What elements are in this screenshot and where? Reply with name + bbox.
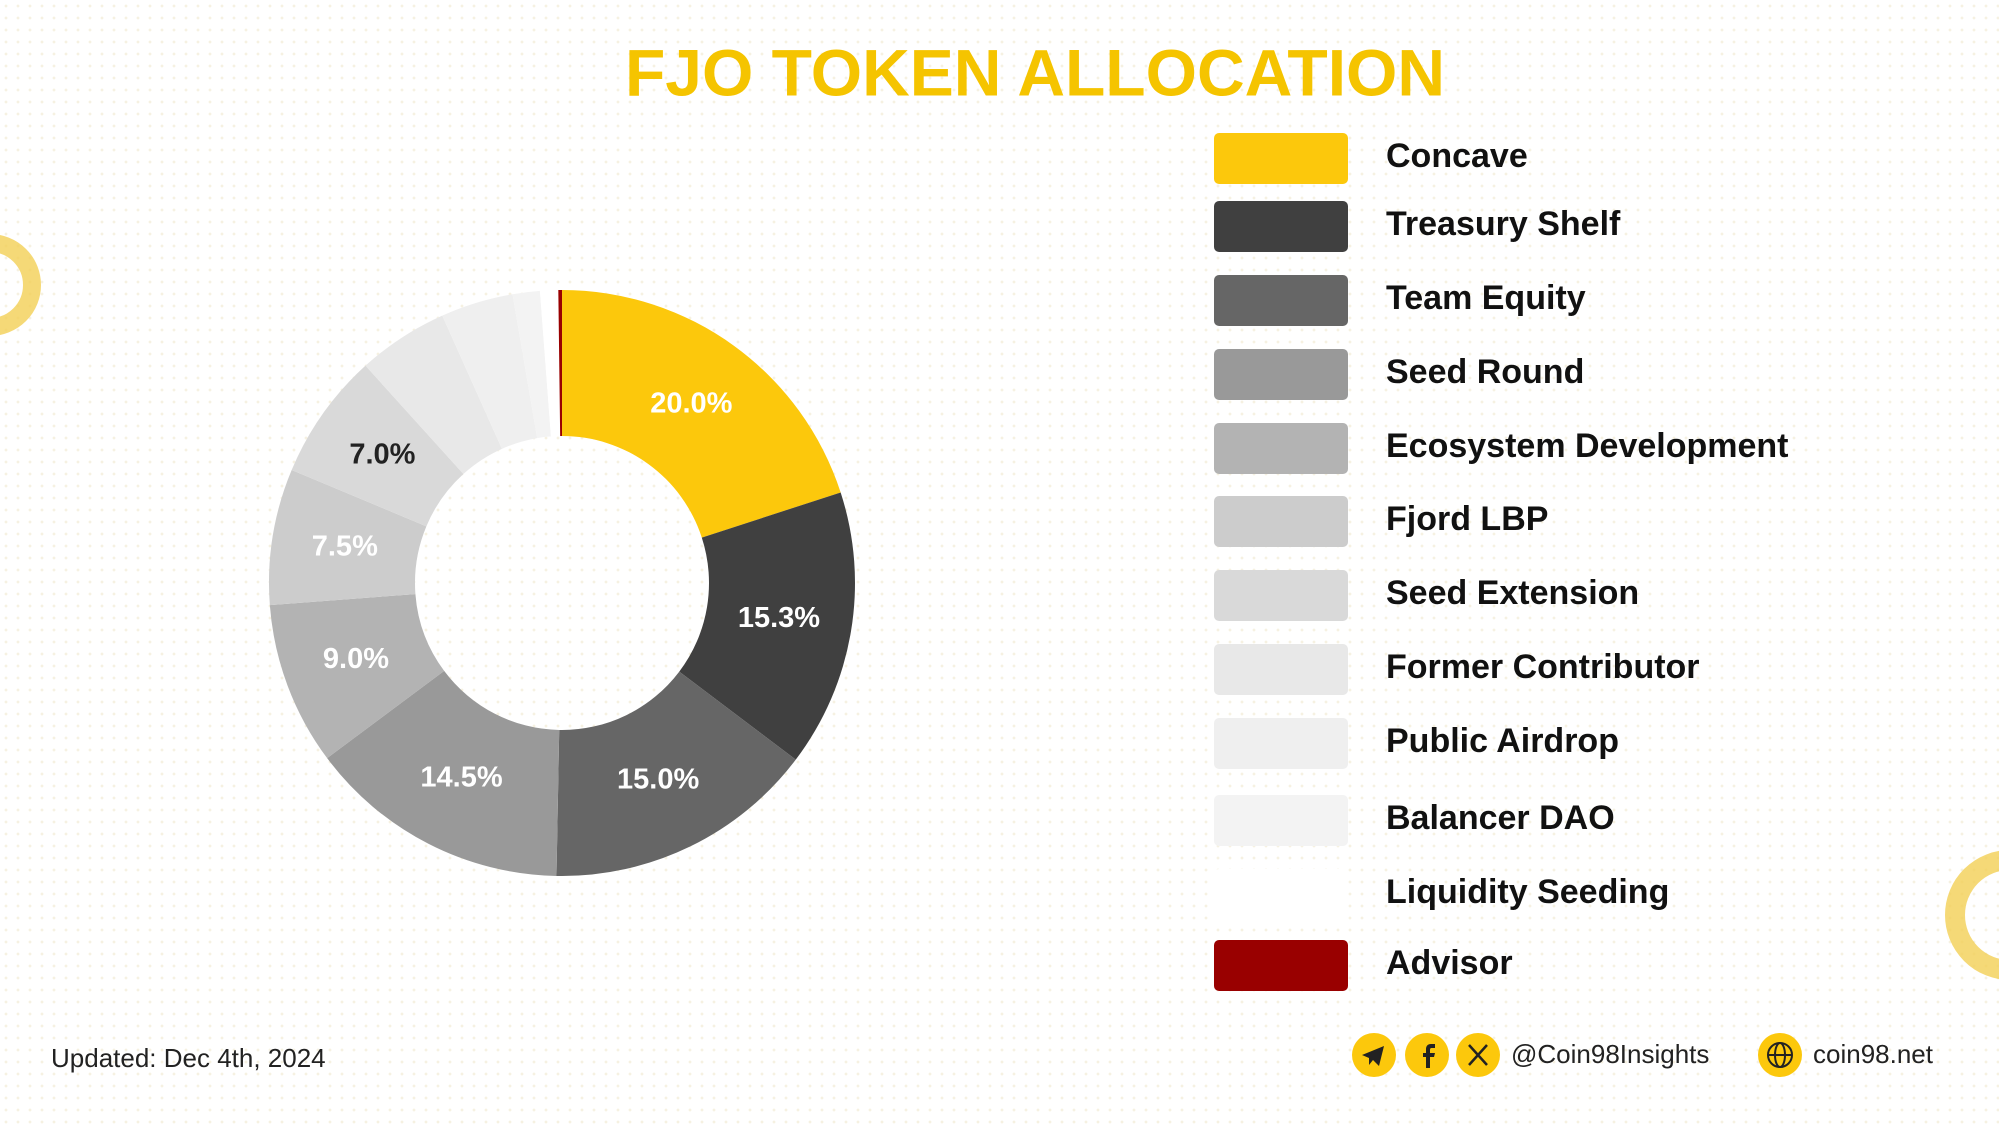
telegram-glyph — [1362, 1046, 1384, 1066]
legend-label: Balancer DAO — [1386, 799, 1615, 837]
legend-swatch — [1214, 349, 1348, 400]
legend-swatch — [1214, 570, 1348, 621]
social-icons — [1352, 1033, 1802, 1077]
legend-swatch — [1214, 940, 1348, 991]
slice-label: 20.0% — [650, 388, 732, 420]
legend-swatch — [1214, 496, 1348, 547]
donut-slice — [269, 594, 445, 759]
legend-label: Fjord LBP — [1386, 500, 1548, 538]
legend-label: Ecosystem Development — [1386, 427, 1789, 465]
slice-label: 9.0% — [323, 643, 389, 675]
legend-label: Concave — [1386, 137, 1528, 175]
legend-label: Advisor — [1386, 944, 1513, 982]
legend-label: Seed Round — [1386, 353, 1584, 391]
donut-slice — [291, 365, 464, 527]
donut-slice — [442, 294, 538, 449]
facebook-glyph — [1423, 1044, 1435, 1068]
legend-swatch — [1214, 718, 1348, 769]
legend-label: Public Airdrop — [1386, 722, 1619, 760]
decor-ring — [0, 235, 41, 335]
donut-slice — [268, 470, 427, 606]
slice-label: 7.5% — [312, 531, 378, 563]
legend-label: Treasury Shelf — [1386, 205, 1621, 243]
donut-slice — [512, 290, 551, 439]
slice-label: 15.3% — [738, 602, 820, 634]
donut-slice — [558, 290, 562, 437]
legend-swatch — [1214, 644, 1348, 695]
slice-label: 15.0% — [617, 764, 699, 796]
donut-slice — [679, 492, 855, 760]
donut-slice — [562, 290, 841, 538]
website[interactable]: coin98.net — [1813, 1039, 1934, 1069]
legend-swatch — [1214, 275, 1348, 326]
donut: 20.0% 15.3% 15.0% 14.5% 9.0% 7.5% 7.0% — [268, 290, 855, 876]
legend-label: Former Contributor — [1386, 648, 1700, 686]
x-glyph — [1468, 1044, 1488, 1066]
updated-note: Updated: Dec 4th, 2024 — [51, 1043, 326, 1073]
slice-label: 14.5% — [420, 761, 502, 793]
decor-ring — [1945, 851, 1999, 979]
donut-slice — [327, 670, 560, 876]
legend-label: Team Equity — [1386, 279, 1586, 317]
legend-swatch — [1214, 201, 1348, 252]
legend-label: Liquidity Seeding — [1386, 873, 1669, 911]
donut-slice — [539, 290, 561, 437]
donut-slice — [556, 671, 796, 876]
legend: Concave Treasury Shelf Team Equity Seed Rou… — [1214, 133, 1789, 991]
social-handle[interactable]: @Coin98Insights — [1511, 1039, 1709, 1069]
legend-swatch — [1214, 869, 1348, 920]
donut-slice — [365, 315, 502, 474]
legend-label: Seed Extension — [1386, 574, 1639, 612]
legend-swatch — [1214, 795, 1348, 846]
legend-swatch — [1214, 133, 1348, 184]
chart-title: FJO TOKEN ALLOCATION — [625, 35, 1445, 109]
legend-swatch — [1214, 423, 1348, 474]
slice-label: 7.0% — [349, 439, 415, 471]
